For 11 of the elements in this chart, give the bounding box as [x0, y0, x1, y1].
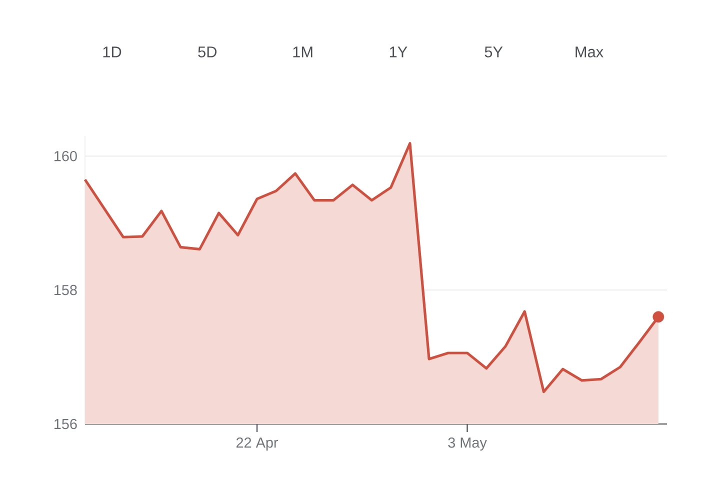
text: 1Y: [390, 46, 408, 58]
text: 1M: [293, 46, 312, 58]
text: 1D: [103, 46, 122, 58]
y-tick-label: 158: [54, 284, 77, 296]
y-tick-label: 156: [54, 418, 77, 430]
x-tick-label: 3 May: [448, 438, 487, 451]
y-tick-label: 160: [54, 150, 77, 162]
text: Max: [576, 46, 604, 58]
text: 5Y: [484, 46, 503, 58]
x-tick-label: 22 Apr: [236, 438, 278, 451]
text: 5D: [198, 46, 217, 58]
